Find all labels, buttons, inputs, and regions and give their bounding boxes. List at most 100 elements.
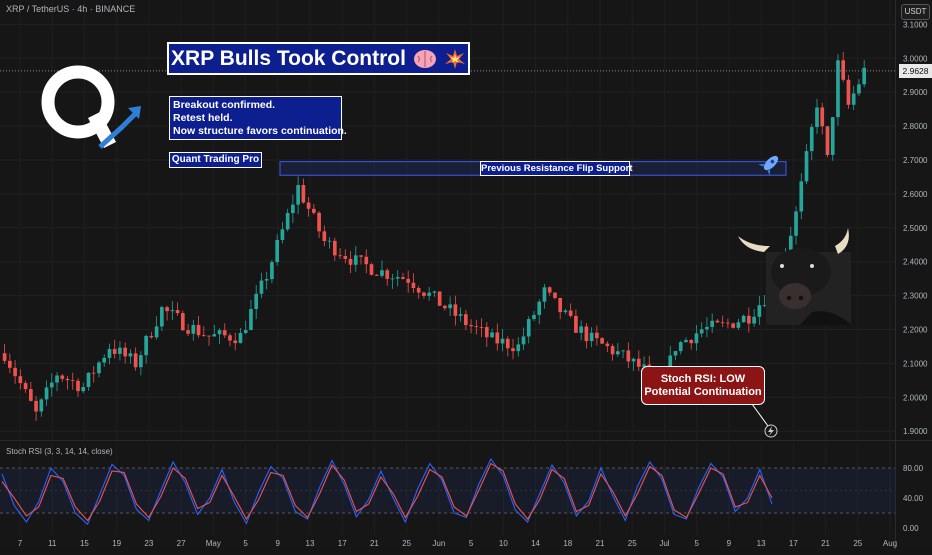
candle-body xyxy=(49,382,54,388)
grid xyxy=(0,23,895,432)
candle-body xyxy=(91,372,96,374)
price-tick-label: 2.1000 xyxy=(903,359,928,368)
candle-body xyxy=(830,117,835,155)
symbol-header[interactable]: XRP / TetherUS · 4h · BINANCE xyxy=(6,4,136,14)
candle-body xyxy=(631,358,636,362)
candle-body xyxy=(343,256,348,259)
page-title: XRP Bulls Took Control xyxy=(171,46,406,70)
time-tick-label: 17 xyxy=(789,539,798,548)
price-tick-label: 2.4000 xyxy=(903,258,928,267)
candle-body xyxy=(836,60,840,118)
candle-body xyxy=(353,255,358,265)
candle-body xyxy=(238,333,243,344)
candle-body xyxy=(752,316,756,324)
rocket-icon xyxy=(758,155,779,176)
candle-body xyxy=(500,338,505,344)
time-tick-label: 25 xyxy=(402,539,411,548)
candle-body xyxy=(317,212,321,232)
candle-body xyxy=(846,79,851,105)
candle-body xyxy=(332,240,337,256)
price-tick-label: 2.3000 xyxy=(903,292,928,301)
price-axis[interactable]: 3.1000 3.0000 2.9000 2.8000 2.7000 2.6000 2.50… xyxy=(903,20,928,436)
candle-body xyxy=(380,270,384,276)
candle-body xyxy=(86,372,91,388)
time-tick-label: 11 xyxy=(48,539,57,548)
brand-label: Quant Trading Pro xyxy=(169,152,262,168)
currency-button[interactable]: USDT xyxy=(901,4,930,20)
note-line: Retest held. xyxy=(173,112,233,124)
candle-body xyxy=(547,287,552,293)
price-tick-label: 2.5000 xyxy=(903,224,928,233)
candle-body xyxy=(28,389,33,401)
candle-body xyxy=(694,333,699,344)
candle-body xyxy=(60,375,65,379)
candle-body xyxy=(731,323,735,328)
time-tick-label: 5 xyxy=(243,539,248,548)
candle-body xyxy=(788,235,793,253)
candle-body xyxy=(851,93,856,105)
candle-body xyxy=(526,319,531,337)
time-axis[interactable]: 7 11 15 19 23 27 May 5 9 13 17 21 25 Jun 5 10 14 18 21 25 Ju… xyxy=(18,539,897,548)
candle-body xyxy=(406,278,411,283)
candle-body xyxy=(306,202,311,209)
candle-body xyxy=(18,376,23,384)
candle-body xyxy=(364,256,369,265)
candle-body xyxy=(437,291,442,306)
price-tick-label: 2.9000 xyxy=(903,88,928,97)
candle-body xyxy=(427,292,431,296)
indicator-label[interactable]: Stoch RSI (3, 3, 14, 14, close) xyxy=(6,447,113,456)
candle-body xyxy=(338,255,342,257)
price-tick-label: 2.8000 xyxy=(903,122,928,131)
candle-body xyxy=(720,322,725,324)
candle-body xyxy=(584,326,589,342)
candle-body xyxy=(118,347,122,354)
candle-body xyxy=(699,329,704,334)
candle-body xyxy=(160,307,164,327)
candle-body xyxy=(102,357,107,363)
time-tick-label: 5 xyxy=(469,539,474,548)
candle-body xyxy=(2,353,7,361)
candle-body xyxy=(154,326,159,338)
candle-body xyxy=(600,338,604,344)
candle-body xyxy=(144,335,148,356)
candle-body xyxy=(149,335,154,338)
candle-body xyxy=(736,322,741,328)
price-tick-label: 2.2000 xyxy=(903,326,928,335)
candle-body xyxy=(820,107,825,127)
candle-body xyxy=(809,127,814,152)
candle-body xyxy=(479,326,484,328)
time-tick-label: 25 xyxy=(853,539,862,548)
candle-body xyxy=(689,339,694,344)
candle-body xyxy=(55,375,59,383)
candle-body xyxy=(65,378,70,381)
candle-body xyxy=(112,349,117,354)
time-tick-label: 21 xyxy=(370,539,379,548)
candle-body xyxy=(484,327,489,338)
candle-body xyxy=(464,314,468,326)
candle-body xyxy=(207,335,211,337)
lightning-icon[interactable] xyxy=(764,424,778,438)
price-tick-label: 3.1000 xyxy=(903,20,928,29)
candle-body xyxy=(757,305,762,317)
time-tick-label: 25 xyxy=(628,539,637,548)
candle-body xyxy=(710,320,715,327)
candle-body xyxy=(684,339,688,343)
candle-body xyxy=(390,278,395,280)
breakout-note: Breakout confirmed. Retest held. Now str… xyxy=(169,96,347,140)
price-tick-label: 3.0000 xyxy=(903,54,928,63)
candle-body xyxy=(495,332,500,344)
time-tick-label: 18 xyxy=(563,539,572,548)
candle-body xyxy=(432,291,437,293)
stoch-tick-label: 0.00 xyxy=(903,524,919,533)
candle-body xyxy=(264,279,269,281)
candle-body xyxy=(516,344,521,352)
candle-body xyxy=(574,315,578,333)
candle-body xyxy=(196,324,201,336)
candle-body xyxy=(270,262,274,280)
time-tick-label: Aug xyxy=(883,539,897,548)
candle-body xyxy=(139,355,143,368)
time-tick-label: May xyxy=(206,539,221,548)
candle-body xyxy=(374,274,379,276)
